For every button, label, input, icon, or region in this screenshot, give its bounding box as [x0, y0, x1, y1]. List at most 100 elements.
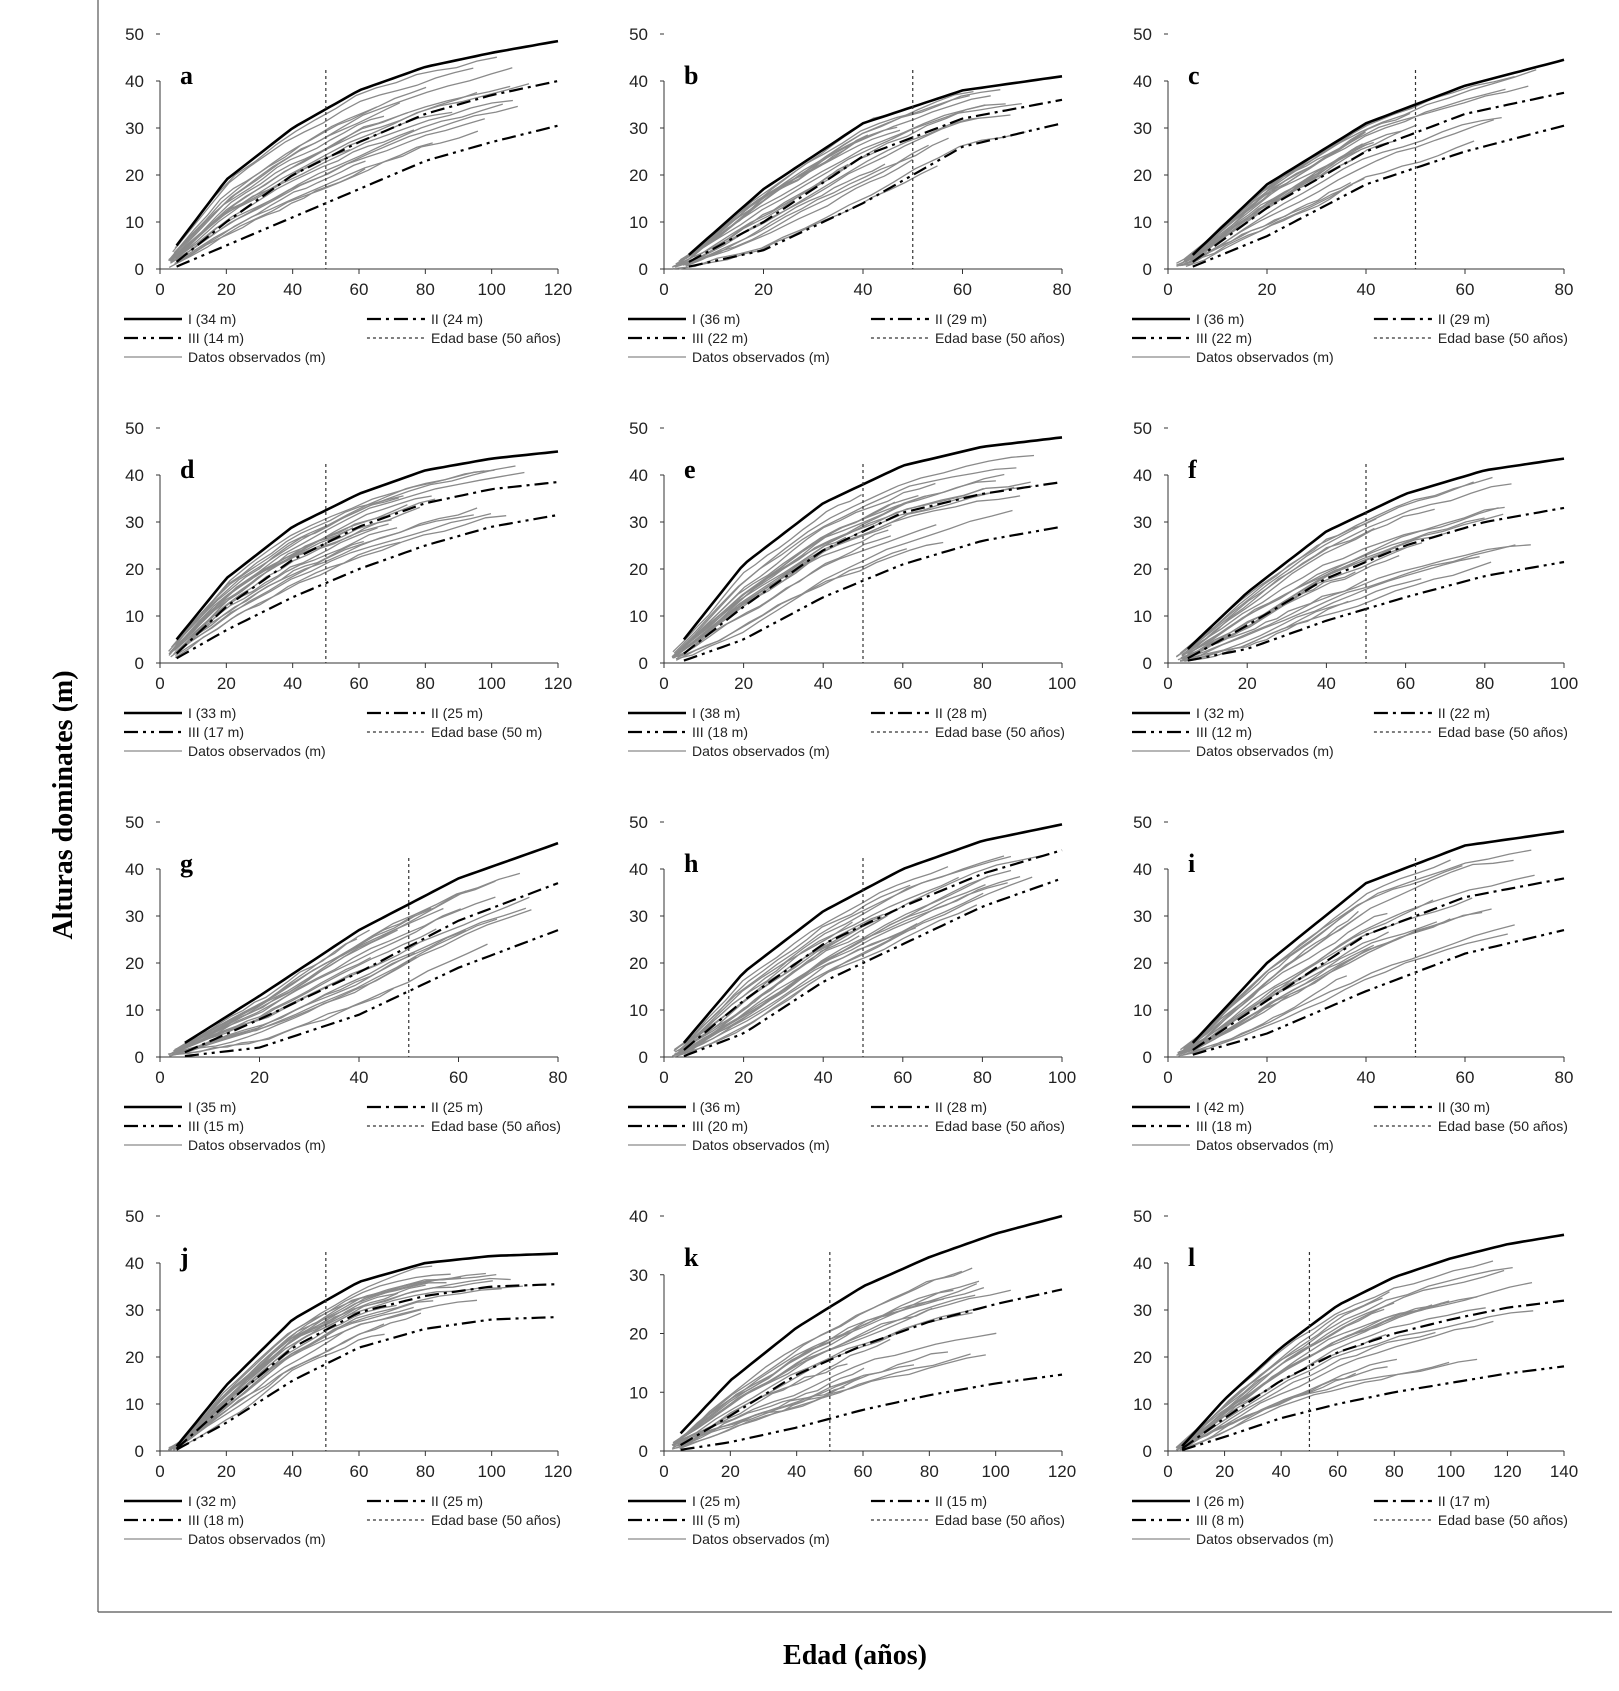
site-index-curve-II — [1187, 506, 1565, 660]
y-tick-label: 0 — [135, 1442, 144, 1461]
x-tick-label: 40 — [854, 280, 873, 299]
x-tick-label: 60 — [350, 674, 369, 693]
observed-series-line — [168, 1273, 451, 1450]
site-index-curve-II — [683, 849, 1063, 1051]
y-tick-label: 40 — [629, 466, 648, 485]
legend-label-III: III (22 m) — [1196, 330, 1252, 346]
y-tick-label: 50 — [125, 419, 144, 438]
y-tick-label: 20 — [629, 1325, 648, 1344]
x-tick-label: 0 — [155, 674, 164, 693]
observed-series-line — [169, 115, 385, 262]
observed-series-line — [173, 1273, 497, 1448]
x-tick-label: 60 — [1396, 674, 1415, 693]
x-tick-label: 40 — [787, 1462, 806, 1481]
observed-series-line — [1181, 933, 1508, 1057]
observed-series-line — [679, 165, 938, 270]
observed-series-line — [169, 956, 417, 1057]
y-tick-label: 30 — [629, 907, 648, 926]
y-tick-label: 10 — [629, 1001, 648, 1020]
x-tick-label: 20 — [721, 1462, 740, 1481]
x-tick-label: 80 — [973, 674, 992, 693]
panel-label: a — [180, 61, 193, 90]
x-tick-label: 60 — [350, 1462, 369, 1481]
observed-series-line — [1186, 75, 1515, 262]
y-tick-label: 20 — [125, 560, 144, 579]
site-index-curve-III — [176, 513, 559, 660]
observed-series-line — [676, 487, 984, 654]
observed-series-line — [1181, 506, 1505, 656]
legend-label-III: III (8 m) — [1196, 1512, 1244, 1528]
site-index-curve-II — [1181, 1299, 1565, 1450]
panel-b: 0 10 20 30 40 50 0 20 40 60 80 b I (36 m) II (29 m) II… — [628, 25, 1071, 365]
x-tick-label: 0 — [1163, 1068, 1172, 1087]
legend-label-obs: Datos observados (m) — [1196, 743, 1334, 759]
x-tick-label: 60 — [854, 1462, 873, 1481]
site-index-curve-I — [175, 1252, 559, 1448]
x-tick-label: 60 — [350, 280, 369, 299]
panel-k: 0 10 20 30 40 0 20 40 60 80 100 120 k I (25 m) II (15 … — [628, 1207, 1076, 1547]
x-tick-label: 0 — [155, 1068, 164, 1087]
legend-label-obs: Datos observados (m) — [692, 1531, 830, 1547]
observed-series-line — [674, 144, 929, 268]
observed-series-line — [171, 470, 485, 648]
legend-label-II: II (28 m) — [935, 1099, 987, 1115]
observed-series-line — [1186, 924, 1515, 1055]
observed-series-line — [679, 1270, 963, 1440]
y-tick-label: 10 — [125, 1395, 144, 1414]
legend-label-obs: Datos observados (m) — [692, 349, 830, 365]
y-tick-label: 10 — [125, 213, 144, 232]
observed-series-line — [673, 855, 1005, 1052]
panel-label: e — [684, 455, 696, 484]
y-tick-label: 50 — [1133, 813, 1152, 832]
observed-series-line — [679, 932, 851, 1051]
y-tick-label: 50 — [629, 25, 648, 44]
observed-series-line — [174, 541, 401, 659]
legend-label-I: I (36 m) — [692, 1099, 740, 1115]
observed-series-line — [676, 129, 901, 265]
x-tick-label: 120 — [1048, 1462, 1076, 1481]
observed-series-line — [170, 105, 518, 263]
observed-series-line — [168, 168, 366, 268]
legend-label-I: I (26 m) — [1196, 1493, 1244, 1509]
observed-series-line — [676, 1289, 1011, 1442]
observed-series-line — [672, 1286, 985, 1444]
observed-series-line — [673, 866, 949, 1051]
observed-series-line — [675, 541, 944, 660]
observed-series-line — [175, 1280, 493, 1450]
legend-label-II: II (25 m) — [431, 705, 483, 721]
legend-label-base: Edad base (50 años) — [935, 724, 1065, 740]
site-index-curve-III — [1187, 560, 1565, 662]
x-tick-label: 140 — [1550, 1462, 1578, 1481]
y-tick-label: 30 — [1133, 119, 1152, 138]
site-index-curve-I — [175, 450, 559, 641]
observed-series-line — [1179, 1358, 1398, 1449]
x-tick-label: 100 — [981, 1462, 1009, 1481]
panel-h: 0 10 20 30 40 50 0 20 40 60 80 100 h I (36 m) II (28 m… — [628, 813, 1076, 1153]
observed-series-line — [1180, 849, 1532, 1051]
legend-label-III: III (15 m) — [188, 1118, 244, 1134]
x-tick-label: 80 — [1475, 674, 1494, 693]
site-index-curve-III — [176, 1315, 559, 1451]
legend-label-base: Edad base (50 años) — [431, 330, 561, 346]
y-tick-label: 50 — [1133, 419, 1152, 438]
y-tick-label: 10 — [125, 1001, 144, 1020]
y-tick-label: 50 — [629, 419, 648, 438]
observed-series-line — [1179, 918, 1451, 1055]
observed-series-line — [673, 486, 1015, 658]
legend-label-base: Edad base (50 años) — [935, 330, 1065, 346]
observed-series-line — [677, 921, 853, 1052]
site-index-curve-II — [175, 1283, 559, 1450]
panel-label: k — [684, 1243, 699, 1272]
site-index-curve-III — [683, 877, 1063, 1058]
legend-label-III: III (18 m) — [1196, 1118, 1252, 1134]
x-tick-label: 120 — [544, 1462, 572, 1481]
observed-series-line — [177, 527, 378, 651]
observed-series-line — [1179, 578, 1422, 662]
legend-label-base: Edad base (50 años) — [1438, 1118, 1568, 1134]
x-tick-label: 20 — [250, 1068, 269, 1087]
observed-series-line — [682, 163, 886, 266]
observed-series-line — [1177, 921, 1438, 1054]
y-tick-label: 40 — [629, 1207, 648, 1226]
observed-series-line — [671, 1267, 973, 1446]
observed-series-line — [673, 131, 1026, 270]
